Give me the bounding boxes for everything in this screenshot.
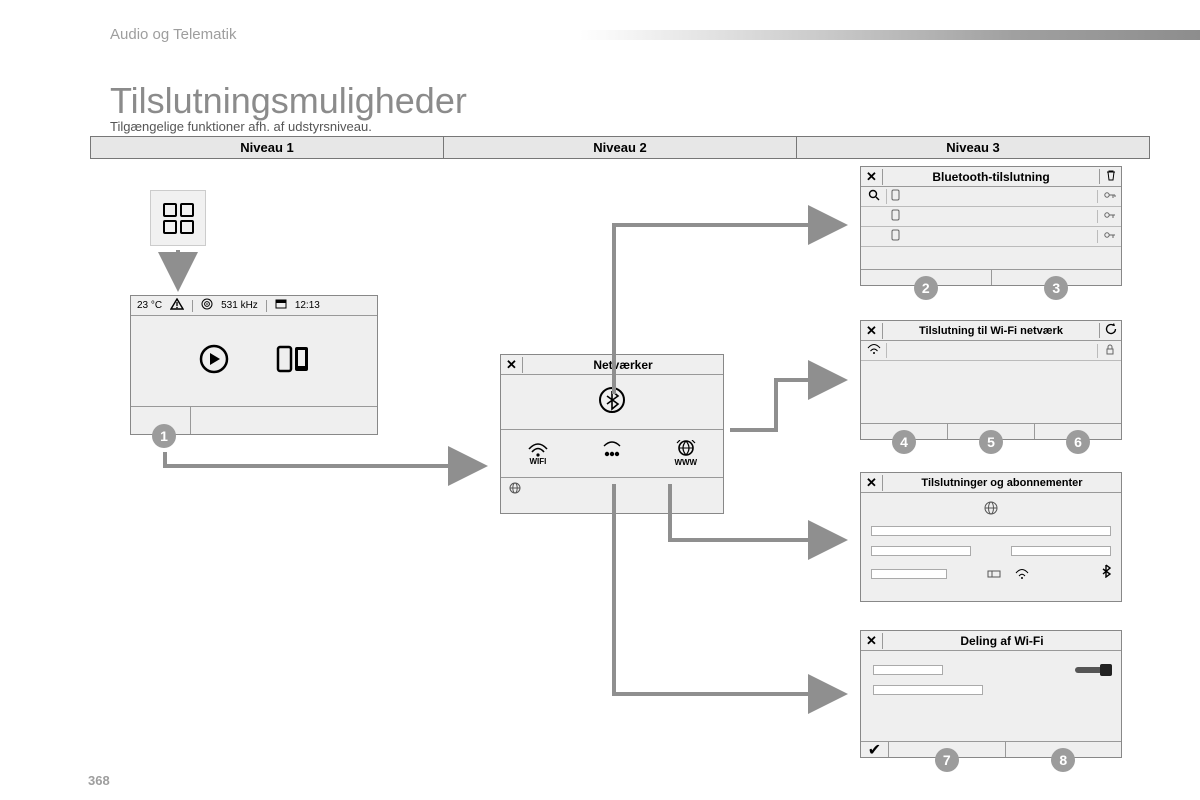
refresh-icon[interactable] [1099, 323, 1121, 338]
marker-5: 5 [979, 430, 1003, 454]
apps-grid-icon [163, 203, 194, 234]
bluetooth-title: Bluetooth-tilslutning [883, 170, 1099, 184]
form-field[interactable] [871, 526, 1111, 536]
networks-panel: ✕ Netværker WIFI WWW [500, 354, 724, 514]
password-field[interactable] [873, 685, 983, 695]
form-field[interactable] [1011, 546, 1111, 556]
phone-mirror-icon[interactable] [276, 343, 310, 380]
device-item[interactable] [887, 209, 1097, 224]
bluetooth-panel: ✕ Bluetooth-tilslutning 2 3 [860, 166, 1122, 286]
wifi-signal-icon [861, 343, 887, 358]
level-3-header: Niveau 3 [797, 137, 1149, 158]
hotspot-share-button[interactable] [601, 441, 623, 466]
marker-8: 8 [1051, 748, 1075, 772]
globe-small-icon [509, 483, 521, 497]
subscriptions-panel: ✕ Tilslutninger og abonnementer [860, 472, 1122, 602]
bluetooth-small-icon [1101, 564, 1111, 583]
ssid-field[interactable] [873, 665, 943, 675]
share-title: Deling af Wi-Fi [883, 634, 1121, 648]
device-item[interactable] [887, 189, 1097, 204]
form-field[interactable] [871, 546, 971, 556]
search-icon[interactable] [861, 189, 887, 204]
lock-icon [1097, 344, 1121, 358]
close-icon[interactable]: ✕ [861, 475, 883, 491]
share-panel: ✕ Deling af Wi-Fi ✔ 7 8 [860, 630, 1122, 758]
close-icon[interactable]: ✕ [861, 633, 883, 649]
status-bar: 23 °C 531 kHz 12:13 [131, 296, 377, 316]
device-item[interactable] [887, 229, 1097, 244]
frequency: 531 kHz [221, 300, 258, 311]
check-icon[interactable]: ✔ [861, 742, 889, 757]
wifi-title: Tilslutning til Wi-Fi netværk [883, 325, 1099, 337]
key-icon [1097, 230, 1121, 243]
marker-7: 7 [935, 748, 959, 772]
marker-2: 2 [914, 276, 938, 300]
page-number: 368 [88, 773, 110, 788]
warning-icon [170, 298, 184, 313]
header-gradient [580, 30, 1200, 40]
sim-icon [987, 570, 1001, 578]
page-subtitle: Tilgængelige funktioner afh. af udstyrsn… [110, 119, 372, 134]
temperature: 23 °C [137, 300, 162, 311]
trash-icon[interactable] [1099, 169, 1121, 184]
bluetooth-icon[interactable] [598, 386, 626, 419]
key-icon [1097, 210, 1121, 223]
www-button[interactable]: WWW [674, 440, 697, 467]
home-screen-panel: 23 °C 531 kHz 12:13 [130, 295, 378, 435]
close-icon[interactable]: ✕ [861, 323, 883, 339]
wifi-panel: ✕ Tilslutning til Wi-Fi netværk 4 5 6 [860, 320, 1122, 440]
level-header: Niveau 1 Niveau 2 Niveau 3 [90, 136, 1150, 159]
section-label: Audio og Telematik [110, 26, 236, 43]
marker-1: 1 [152, 424, 176, 448]
key-icon [1097, 190, 1121, 203]
sub-title: Tilslutninger og abonnementer [883, 477, 1121, 489]
clock: 12:13 [295, 300, 320, 311]
wifi-button[interactable]: WIFI [527, 441, 549, 466]
target-icon [201, 298, 213, 313]
level-2-header: Niveau 2 [444, 137, 797, 158]
globe-icon [984, 501, 998, 520]
networks-title: Netværker [523, 358, 723, 372]
apps-button[interactable] [150, 190, 206, 246]
toggle-switch[interactable] [1075, 667, 1109, 673]
close-icon[interactable]: ✕ [861, 169, 883, 185]
page-title: Tilslutningsmuligheder [110, 80, 467, 122]
marker-4: 4 [892, 430, 916, 454]
marker-3: 3 [1044, 276, 1068, 300]
level-1-header: Niveau 1 [91, 137, 444, 158]
marker-6: 6 [1066, 430, 1090, 454]
form-field[interactable] [871, 569, 947, 579]
wifi-small-icon [1015, 568, 1029, 579]
close-icon[interactable]: ✕ [501, 357, 523, 373]
window-icon [275, 299, 287, 312]
play-icon[interactable] [198, 343, 230, 380]
